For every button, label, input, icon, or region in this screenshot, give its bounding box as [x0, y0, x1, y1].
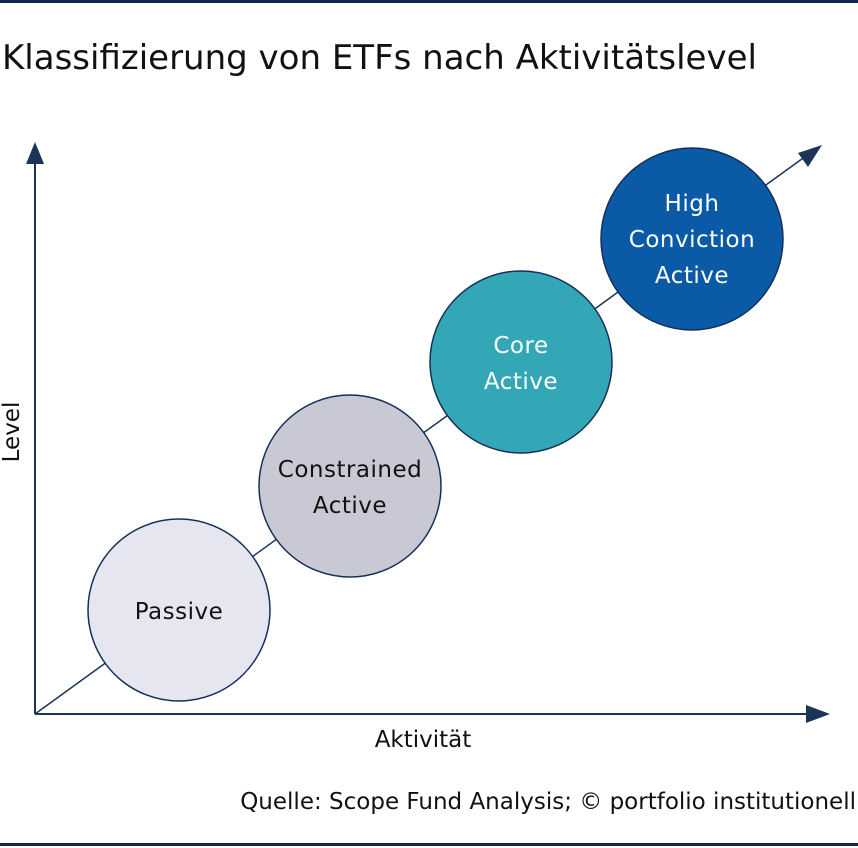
- x-axis-arrow-icon: [806, 705, 830, 723]
- x-axis-label: Aktivität: [374, 727, 472, 753]
- source-note: Quelle: Scope Fund Analysis; © portfolio…: [240, 789, 856, 815]
- page-title: Klassifizierung von ETFs nach Aktivitäts…: [2, 38, 757, 78]
- bubble-passive: [87, 518, 271, 702]
- bubble-label-constrained-active: Constrained Active: [277, 457, 423, 519]
- bottom-rule: [0, 843, 858, 846]
- bubble-core-active: [429, 270, 613, 454]
- bubble-label-core-active: Core Active: [483, 333, 559, 395]
- top-rule: [0, 0, 858, 3]
- bubble-constrained-active: [258, 394, 442, 578]
- y-axis-arrow-icon: [26, 142, 44, 164]
- bubble-label-high-conviction-active: High Conviction Active: [628, 191, 756, 289]
- y-axis-label: Level: [0, 401, 25, 463]
- bubble-label-passive: Passive: [134, 599, 224, 625]
- diagonal-arrow-icon: [798, 145, 822, 167]
- bubble-high-conviction-active: [600, 147, 784, 331]
